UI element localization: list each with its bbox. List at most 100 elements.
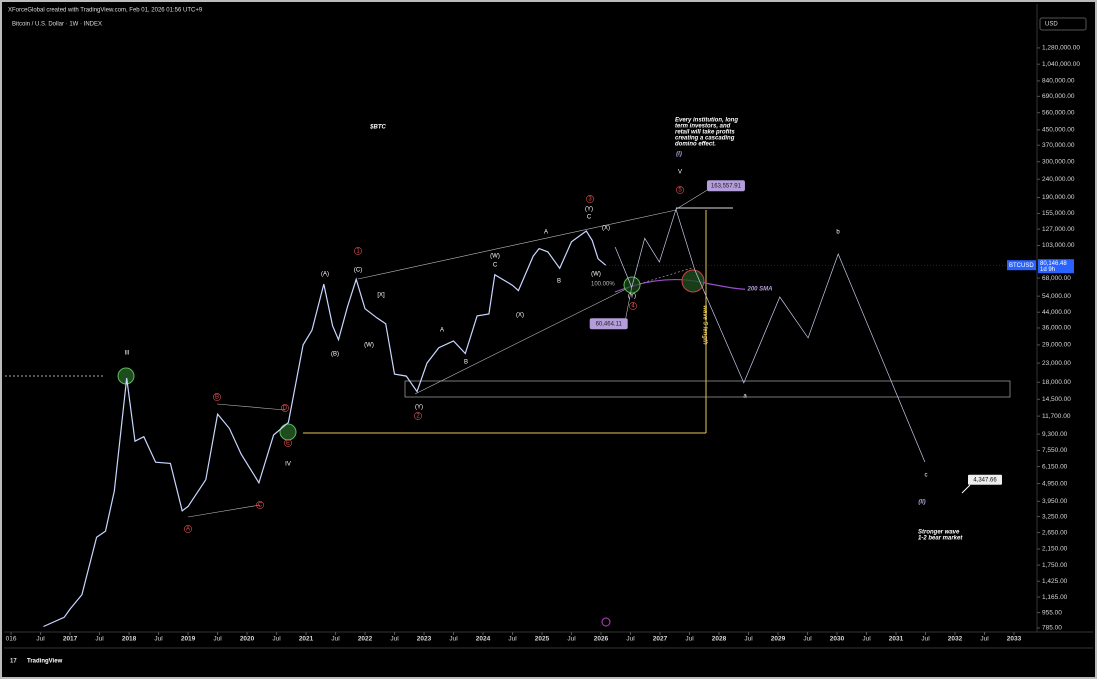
- logo-mark: 17: [10, 659, 17, 665]
- drawings: [5, 207, 1011, 627]
- y-tick-label: 44,000.00: [1042, 309, 1071, 316]
- x-tick-label: Jul: [36, 636, 45, 643]
- price-tag-label: 80,146.48: [1040, 261, 1067, 267]
- wave-label: (I): [676, 152, 682, 158]
- x-tick-label: 2020: [240, 636, 255, 643]
- x-tick-label: 2019: [181, 636, 196, 643]
- x-tick-label: Jul: [508, 636, 517, 643]
- y-tick-label: 955.00: [1042, 609, 1062, 616]
- x-tick-label: 2022: [358, 636, 373, 643]
- symbol-title: Bitcoin / U.S. Dollar · 1W · INDEX: [12, 22, 102, 28]
- annotation: creating a cascading: [675, 136, 735, 142]
- x-tick-label: Jul: [95, 636, 104, 643]
- wave-circle: [629, 302, 637, 310]
- y-tick-label: 840,000.00: [1042, 78, 1075, 85]
- y-tick-label: 11,700.00: [1042, 413, 1071, 420]
- x-tick-label: Jul: [980, 636, 989, 643]
- triangle-line: [187, 504, 261, 518]
- y-tick-label: 7,550.00: [1042, 447, 1068, 454]
- wave-circle: [213, 393, 221, 401]
- value-label-box: [589, 318, 628, 330]
- wave-label: (A): [321, 272, 329, 278]
- wave-circle: [586, 195, 594, 203]
- y-tick-label: 4,950.00: [1042, 480, 1068, 487]
- y-tick-label: 190,000.00: [1042, 194, 1075, 201]
- y-tick-label: 6,150.00: [1042, 463, 1068, 470]
- x-tick-label: 2028: [712, 636, 727, 643]
- currency: USD: [1045, 22, 1058, 28]
- wave-number: D: [283, 406, 288, 412]
- x-tick-label: 2030: [830, 636, 845, 643]
- wave-label: a: [743, 394, 747, 400]
- wave-label: V: [678, 170, 682, 176]
- annotation: wave 5 length: [701, 305, 707, 345]
- wave-circle: [354, 247, 362, 255]
- wave-label: (X): [516, 313, 524, 319]
- y-tick-label: 450,000.00: [1042, 127, 1075, 134]
- wave-number: E: [286, 441, 290, 447]
- currency-box[interactable]: [1039, 17, 1087, 31]
- range-box: [404, 380, 1011, 398]
- x-tick-label: 016: [6, 636, 17, 643]
- wave-label: C: [587, 215, 592, 221]
- x-tick-label: 2026: [594, 636, 609, 643]
- symbol-tag-label: BTCUSD: [1009, 263, 1034, 269]
- x-tick-label: Jul: [744, 636, 753, 643]
- annotation: domino effect.: [675, 142, 716, 148]
- credit: XForceGlobal created with TradingView.co…: [8, 8, 203, 14]
- wave-label: A: [544, 230, 548, 236]
- x-tick-label: Jul: [331, 636, 340, 643]
- triangle-line: [216, 403, 286, 411]
- y-tick-label: 23,000.00: [1042, 360, 1071, 367]
- x-tick-label: 2029: [771, 636, 786, 643]
- annotation: 100.00%: [591, 282, 615, 288]
- wave-label: A: [440, 328, 444, 334]
- trend-line: [631, 267, 693, 287]
- y-tick-label: 36,000.00: [1042, 325, 1071, 332]
- x-tick-label: 2021: [299, 636, 314, 643]
- wave-label: III: [124, 351, 129, 357]
- y-tick-label: 690,000.00: [1042, 93, 1075, 100]
- wave-number: 2: [416, 414, 420, 420]
- callout-line: [625, 287, 632, 319]
- pivot-circle: [279, 423, 297, 441]
- y-tick-label: 2,150.00: [1042, 546, 1068, 553]
- wave-label: (B): [331, 352, 339, 358]
- wave-label: B: [557, 279, 561, 285]
- target-label: 4,347.66: [973, 477, 997, 483]
- wave-label: (Y): [585, 207, 593, 213]
- annotation: term investors, and: [675, 124, 731, 130]
- price-line: [43, 230, 607, 628]
- y-tick-label: 103,000.00: [1042, 242, 1075, 249]
- target-box: [968, 474, 1002, 485]
- symbol-tag: [1007, 260, 1036, 271]
- x-tick-label: Jul: [862, 636, 871, 643]
- x-tick-label: Jul: [803, 636, 812, 643]
- y-tick-label: 1,040,000.00: [1042, 61, 1080, 68]
- wave-number: 4: [631, 304, 635, 310]
- x-tick-label: Jul: [154, 636, 163, 643]
- wave-label: b: [836, 230, 840, 236]
- annotation: Stronger wave: [918, 530, 960, 536]
- x-tick-label: Jul: [449, 636, 458, 643]
- y-tick-label: 3,250.00: [1042, 513, 1068, 520]
- y-tick-label: 300,000.00: [1042, 158, 1075, 165]
- wave-label: [X]: [377, 293, 385, 299]
- event-icon: [601, 617, 611, 627]
- wave-label: (Y): [415, 405, 423, 411]
- y-tick-label: 127,000.00: [1042, 226, 1075, 233]
- wave-circle: [284, 439, 292, 447]
- wave-label: (X): [602, 226, 610, 232]
- logo: TradingView: [27, 659, 63, 665]
- pivot-circle: [681, 269, 705, 293]
- wave-circle: [281, 404, 289, 412]
- wave-label: C: [493, 263, 498, 269]
- x-tick-label: Jul: [213, 636, 222, 643]
- target-arrow: [961, 484, 971, 494]
- trend-line: [414, 285, 633, 395]
- x-tick-label: Jul: [626, 636, 635, 643]
- annotation: retail will take profits: [675, 130, 735, 136]
- x-tick-label: 2023: [417, 636, 432, 643]
